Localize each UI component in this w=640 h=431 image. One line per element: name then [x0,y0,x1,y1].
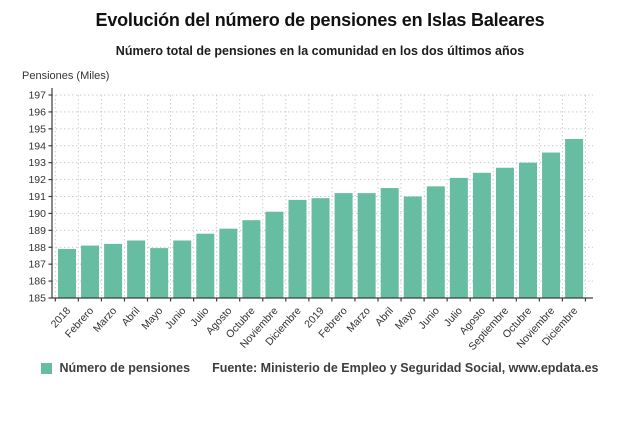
bar-3-Abril [127,240,146,298]
bar-16-Junio [426,186,445,298]
bar-1-Febrero [81,245,100,298]
bar-11-2019 [311,198,330,298]
bar-14-Abril [380,188,399,298]
bar-22-Diciembre [565,138,584,298]
bar-2-Marzo [104,243,123,298]
y-tick-label: 195 [28,123,46,135]
y-tick-label: 189 [28,225,46,237]
legend-label: Número de pensiones [59,361,191,375]
y-tick-label: 197 [28,90,46,102]
y-tick-label: 190 [28,208,46,220]
bar-21-Noviembre [542,152,561,298]
bar-15-Mayo [403,196,422,298]
x-tick-label: Mayo [139,305,165,332]
bar-4-Mayo [150,248,169,298]
source-attribution: Fuente: Ministerio de Empleo y Seguridad… [212,361,599,375]
legend-swatch-icon [41,362,53,374]
y-tick-label: 194 [28,140,46,152]
chart-title: Evolución del número de pensiones en Isl… [95,10,545,30]
bar-17-Julio [449,177,468,298]
bar-7-Agosto [219,228,238,298]
x-tick-label: Marzo [91,305,120,335]
pensions-bar-chart: 1851861871881891901911921931941951961972… [28,88,593,353]
y-tick-label: 185 [28,293,46,305]
legend-item: Número de pensiones [41,361,190,375]
bar-6-Julio [196,233,215,298]
y-tick-label: 196 [28,106,46,118]
bar-12-Febrero [334,193,353,298]
x-tick-label: Mayo [393,305,419,332]
x-tick-label: Junio [416,305,442,332]
bar-13-Marzo [357,193,376,298]
bar-5-Junio [173,240,192,298]
x-tick-label: Junio [163,305,189,332]
y-tick-label: 186 [28,276,46,288]
y-axis-title: Pensiones (Miles) [22,70,110,82]
x-tick-label: Marzo [344,305,373,335]
y-tick-label: 188 [28,242,46,254]
x-tick-label: Abril [119,305,142,329]
x-tick-label: Abril [373,305,396,329]
bar-20-Octubre [519,162,537,298]
y-tick-label: 192 [28,174,46,186]
chart-footer: Número de pensiones Fuente: Ministerio d… [0,361,640,375]
bar-9-Noviembre [265,211,284,298]
y-tick-label: 187 [28,259,46,271]
bar-18-Agosto [472,172,491,298]
bar-19-Septiembre [495,167,514,298]
chart-subtitle: Número total de pensiones en la comunida… [115,44,525,58]
bar-8-Octubre [242,220,261,298]
y-tick-label: 191 [28,191,46,203]
y-tick-label: 193 [28,157,46,169]
bar-0-2018 [58,248,76,298]
bar-10-Diciembre [288,199,307,298]
